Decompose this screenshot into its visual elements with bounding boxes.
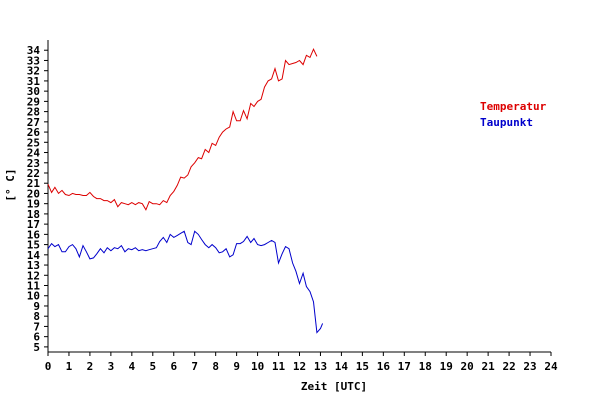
y-tick-label: 5: [33, 341, 40, 354]
x-tick-label: 8: [212, 360, 219, 373]
x-tick-label: 18: [419, 360, 432, 373]
y-tick-label: 11: [27, 280, 41, 293]
legend: Temperatur Taupunkt: [480, 100, 547, 129]
x-tick-label: 15: [356, 360, 369, 373]
series-layer: [47, 47, 324, 334]
x-tick-label: 9: [233, 360, 240, 373]
y-tick-label: 29: [27, 95, 40, 108]
x-axis-ticks: 0 1 2 3 4 5 6 7 8 9 10 11 12 13 14 15 16 17 18 19 20 21 22 23 24: [45, 352, 558, 373]
y-tick-label: 30: [27, 85, 40, 98]
y-tick-label: 19: [27, 198, 40, 211]
x-tick-label: 19: [440, 360, 453, 373]
x-tick-label: 10: [251, 360, 264, 373]
y-tick-label: 20: [27, 187, 40, 200]
x-tick-label: 17: [398, 360, 411, 373]
y-tick-label: 10: [27, 290, 40, 303]
y-tick-label: 17: [27, 218, 40, 231]
x-tick-label: 13: [314, 360, 327, 373]
series-line-taupunkt: [47, 230, 324, 334]
x-tick-label: 7: [191, 360, 198, 373]
series-line-temperatur: [47, 47, 318, 211]
y-tick-label: 16: [27, 228, 41, 241]
y-tick-label: 32: [27, 65, 40, 78]
legend-entry-taupunkt: Taupunkt: [480, 116, 533, 129]
x-tick-label: 12: [293, 360, 306, 373]
x-tick-label: 21: [482, 360, 496, 373]
x-tick-label: 6: [170, 360, 177, 373]
x-tick-label: 11: [272, 360, 286, 373]
x-tick-label: 24: [544, 360, 558, 373]
y-tick-label: 22: [27, 167, 40, 180]
y-tick-label: 24: [27, 147, 41, 160]
y-tick-label: 12: [27, 269, 40, 282]
y-tick-label: 25: [27, 136, 40, 149]
y-tick-label: 7: [33, 320, 40, 333]
x-tick-label: 16: [377, 360, 391, 373]
x-tick-label: 22: [502, 360, 515, 373]
x-tick-label: 4: [129, 360, 136, 373]
y-tick-label: 34: [27, 44, 41, 57]
y-tick-label: 14: [27, 249, 41, 262]
y-tick-label: 33: [27, 54, 40, 67]
y-tick-label: 9: [33, 300, 40, 313]
x-tick-label: 3: [108, 360, 115, 373]
y-axis-ticks: 5678910111213141516171819202122232425262…: [27, 44, 48, 354]
legend-entry-temperatur: Temperatur: [480, 100, 547, 113]
y-tick-label: 21: [27, 177, 41, 190]
y-tick-label: 27: [27, 116, 40, 129]
y-tick-label: 26: [27, 126, 41, 139]
y-tick-label: 8: [33, 310, 40, 323]
y-axis-title: [° C]: [4, 168, 17, 201]
y-tick-label: 23: [27, 157, 40, 170]
y-tick-label: 13: [27, 259, 40, 272]
x-tick-label: 0: [45, 360, 52, 373]
x-axis-title: Zeit [UTC]: [301, 380, 367, 393]
x-tick-label: 23: [523, 360, 536, 373]
x-tick-label: 5: [149, 360, 156, 373]
y-tick-label: 15: [27, 239, 40, 252]
y-tick-label: 6: [33, 331, 40, 344]
x-tick-label: 20: [461, 360, 474, 373]
x-tick-label: 14: [335, 360, 349, 373]
x-tick-label: 2: [87, 360, 94, 373]
y-tick-label: 18: [27, 208, 40, 221]
x-tick-label: 1: [66, 360, 73, 373]
y-tick-label: 31: [27, 75, 41, 88]
y-tick-label: 28: [27, 106, 40, 119]
